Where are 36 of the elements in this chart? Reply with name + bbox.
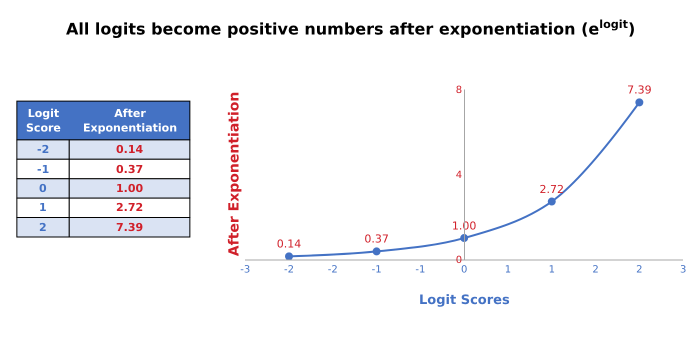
text: -1 bbox=[37, 163, 50, 176]
data-label: 2.72 bbox=[540, 182, 564, 196]
x-tick-label: -2 bbox=[284, 264, 294, 276]
point bbox=[285, 252, 294, 260]
text: 0.37 bbox=[116, 163, 144, 176]
text: 1.00 bbox=[116, 182, 144, 195]
point bbox=[372, 247, 381, 256]
data-label: 0.37 bbox=[364, 232, 389, 246]
text: After Exponentiation bbox=[83, 107, 178, 134]
point bbox=[548, 198, 556, 206]
text: 0 bbox=[39, 182, 47, 195]
x-tick-label: -2 bbox=[328, 264, 338, 276]
text: 2 bbox=[39, 221, 47, 234]
x-tick-label: -1 bbox=[372, 264, 382, 276]
y-tick-label: 0 bbox=[456, 254, 462, 266]
text: Logit Score bbox=[26, 107, 61, 134]
y-tick-label: 4 bbox=[456, 170, 462, 181]
text: 7.39 bbox=[116, 221, 144, 234]
x-axis-title: Logit Scores bbox=[419, 293, 510, 308]
x-tick-label: -3 bbox=[240, 264, 250, 276]
point bbox=[635, 98, 644, 106]
x-tick-label: -1 bbox=[415, 264, 426, 276]
y-axis-title: After Exponentiation bbox=[226, 92, 242, 256]
x-tick-label: 3 bbox=[680, 264, 686, 276]
data-label: 0.14 bbox=[276, 238, 302, 251]
x-tick-label: 1 bbox=[548, 264, 555, 276]
text: 0.14 bbox=[116, 143, 144, 156]
y-tick-label: 8 bbox=[456, 84, 462, 96]
text: -2 bbox=[37, 143, 50, 156]
data-label: 7.39 bbox=[627, 84, 652, 97]
chart-title: All logits become positive numbers after exponentiation (e$^{logit}$) bbox=[66, 18, 636, 39]
text: 1 bbox=[39, 201, 47, 214]
x-tick-label: 1 bbox=[504, 264, 512, 276]
x-tick-label: 2 bbox=[636, 264, 643, 276]
text: 2.72 bbox=[116, 201, 144, 214]
x-tick-label: 2 bbox=[592, 264, 599, 276]
